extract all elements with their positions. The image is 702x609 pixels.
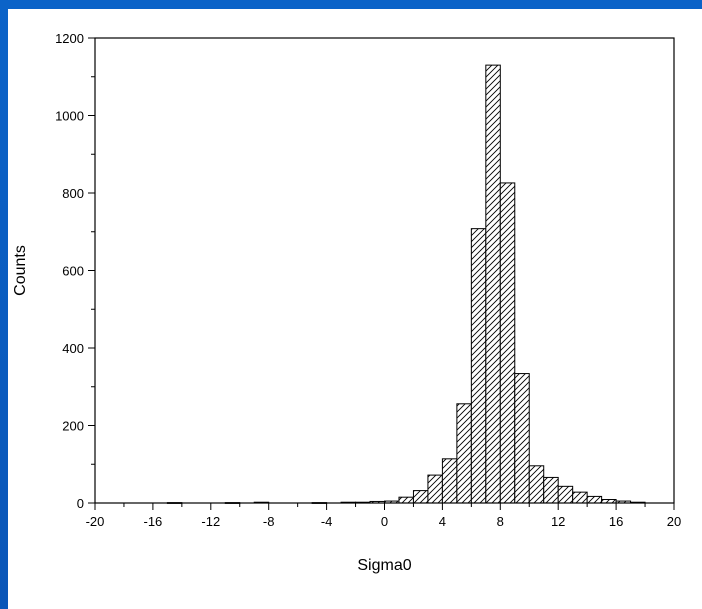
histogram-bar [412, 490, 429, 504]
x-tick-label: 8 [497, 514, 504, 529]
histogram-chart: -20 -16 -12 -8 -4 0 4 8 12 16 20020040060080010001… [12, 31, 681, 574]
x-tick-label: 0 [381, 514, 388, 529]
x-tick-label: 16 [609, 514, 623, 529]
histogram-bar [441, 458, 458, 504]
histogram-bar [398, 496, 414, 504]
histogram-bar [456, 403, 472, 504]
y-tick-label: 1200 [55, 31, 84, 46]
chart-panel: -20 -16 -12 -8 -4 0 4 8 12 16 20 0 200 400 600 800 1000 1… [8, 9, 702, 609]
x-tick-label: -4 [321, 514, 333, 529]
bars-layer [166, 64, 646, 504]
y-tick-label: 600 [62, 264, 84, 279]
y-tick-label: 800 [62, 186, 84, 201]
histogram-bar [557, 485, 574, 504]
histogram-bar [528, 465, 545, 504]
histogram-bar [572, 491, 588, 504]
histogram-bar [499, 182, 516, 504]
x-tick-label: -20 [86, 514, 105, 529]
x-tick-label: 20 [667, 514, 681, 529]
histogram-bar [514, 373, 530, 504]
y-axis-title: Counts [12, 245, 29, 296]
x-tick-label: -8 [263, 514, 275, 529]
histogram-bar [586, 495, 603, 504]
y-tick-label: 200 [62, 419, 84, 434]
histogram-bar [485, 64, 501, 504]
histogram-bar [543, 476, 559, 504]
y-tick-label: 400 [62, 341, 84, 356]
x-tick-label: -16 [144, 514, 163, 529]
axes: -20 -16 -12 -8 -4 0 4 8 12 16 20020040060080010001… [55, 31, 681, 529]
x-tick-label: 12 [551, 514, 565, 529]
x-tick-label: -12 [201, 514, 220, 529]
plot-frame [94, 37, 675, 504]
histogram-bar [470, 228, 487, 504]
x-axis-title: Sigma0 [357, 557, 411, 574]
x-tick-label: 4 [439, 514, 446, 529]
y-tick-label: 1000 [55, 109, 84, 124]
y-tick-label: 0 [77, 496, 84, 511]
histogram-bar [427, 474, 443, 504]
